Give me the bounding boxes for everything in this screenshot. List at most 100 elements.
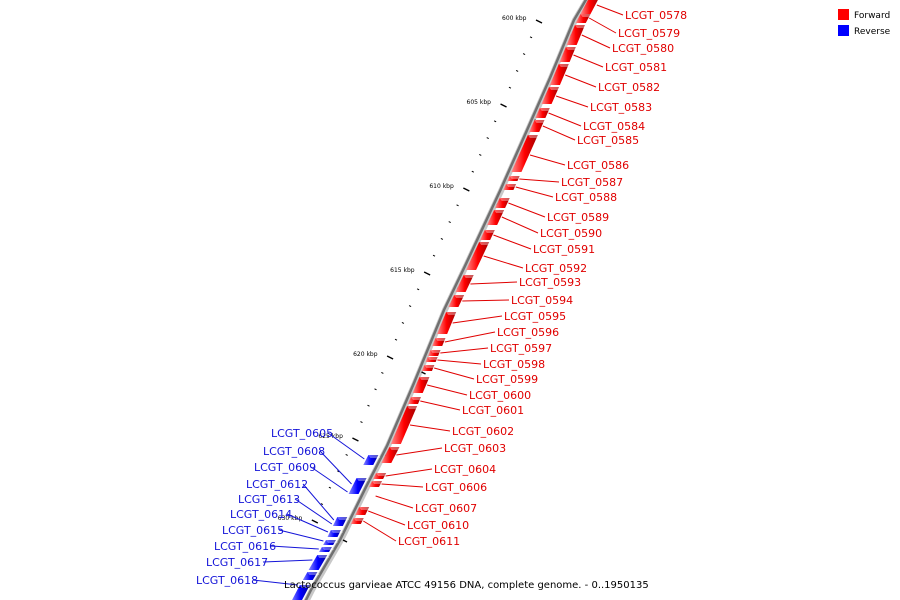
reverse-gene-block[interactable] bbox=[363, 455, 379, 465]
reverse-gene-label[interactable]: LCGT_0613 bbox=[238, 493, 300, 506]
forward-gene-block[interactable] bbox=[575, 14, 591, 23]
reverse-gene-label[interactable]: LCGT_0609 bbox=[254, 461, 316, 474]
forward-gene-block[interactable] bbox=[529, 120, 545, 132]
forward-gene-block[interactable] bbox=[428, 350, 441, 356]
forward-gene-block[interactable] bbox=[466, 242, 490, 270]
forward-strand: LCGT_0578 LCGT_0579 LCGT_0580 LCGT_0581 LCGT… bbox=[350, 0, 687, 548]
forward-gene-block[interactable] bbox=[369, 481, 383, 487]
forward-gene-block[interactable] bbox=[355, 507, 370, 515]
forward-gene-label[interactable]: LCGT_0598 bbox=[483, 358, 545, 371]
forward-gene-label[interactable]: LCGT_0610 bbox=[407, 519, 469, 532]
forward-gene-block[interactable] bbox=[390, 406, 418, 444]
forward-gene-label[interactable]: LCGT_0578 bbox=[625, 9, 687, 22]
forward-gene-label[interactable]: LCGT_0594 bbox=[511, 294, 573, 307]
reverse-gene-label[interactable]: LCGT_0608 bbox=[263, 445, 325, 458]
forward-gene-block[interactable] bbox=[511, 135, 538, 172]
forward-gene-label[interactable]: LCGT_0607 bbox=[415, 502, 477, 515]
legend-reverse-swatch bbox=[838, 25, 849, 36]
forward-gene-block[interactable] bbox=[432, 338, 446, 346]
forward-gene-block[interactable] bbox=[455, 275, 474, 292]
forward-gene-label[interactable]: LCGT_0597 bbox=[490, 342, 552, 355]
reverse-gene-block[interactable] bbox=[291, 585, 310, 600]
reverse-gene-block[interactable] bbox=[323, 540, 336, 545]
reverse-gene-block-highlight bbox=[356, 478, 369, 481]
forward-gene-label[interactable]: LCGT_0604 bbox=[434, 463, 496, 476]
forward-gene-label[interactable]: LCGT_0584 bbox=[583, 120, 645, 133]
forward-gene-label[interactable]: LCGT_0599 bbox=[476, 373, 538, 386]
minor-tick bbox=[408, 305, 412, 308]
forward-gene-block[interactable] bbox=[541, 87, 560, 104]
forward-gene-label[interactable]: LCGT_0595 bbox=[504, 310, 566, 323]
forward-gene-label[interactable]: LCGT_0603 bbox=[444, 442, 506, 455]
reverse-gene-label[interactable]: LCGT_0612 bbox=[246, 478, 308, 491]
forward-gene-block[interactable] bbox=[421, 365, 435, 371]
reverse-gene-label[interactable]: LCGT_0618 bbox=[196, 574, 258, 587]
forward-gene-block[interactable] bbox=[535, 108, 550, 118]
forward-gene-block[interactable] bbox=[480, 230, 495, 240]
forward-gene-block[interactable] bbox=[487, 210, 505, 225]
forward-gene-block[interactable] bbox=[580, 0, 600, 14]
forward-gene-block[interactable] bbox=[495, 198, 510, 208]
forward-gene-block[interactable] bbox=[408, 397, 421, 404]
forward-leader-line bbox=[440, 347, 489, 354]
forward-gene-block[interactable] bbox=[350, 518, 364, 524]
forward-gene-label[interactable]: LCGT_0590 bbox=[540, 227, 602, 240]
reverse-gene-label[interactable]: LCGT_0614 bbox=[230, 508, 292, 521]
forward-gene-block-highlight bbox=[411, 397, 423, 400]
forward-gene-label[interactable]: LCGT_0582 bbox=[598, 81, 660, 94]
forward-gene-label[interactable]: LCGT_0581 bbox=[605, 61, 667, 74]
reverse-leader-line bbox=[278, 529, 324, 542]
forward-gene-label[interactable]: LCGT_0579 bbox=[618, 27, 680, 40]
tick-label: 605 kbp bbox=[467, 99, 492, 106]
forward-gene-label[interactable]: LCGT_0586 bbox=[567, 159, 629, 172]
reverse-gene-label[interactable]: LCGT_0616 bbox=[214, 540, 276, 553]
forward-gene-label[interactable]: LCGT_0583 bbox=[590, 101, 652, 114]
reverse-gene-block[interactable] bbox=[348, 478, 367, 494]
forward-gene-label[interactable]: LCGT_0585 bbox=[577, 134, 639, 147]
forward-gene-block[interactable] bbox=[503, 184, 517, 190]
forward-gene-block[interactable] bbox=[448, 295, 465, 307]
reverse-gene-block[interactable] bbox=[308, 555, 328, 570]
forward-gene-block[interactable] bbox=[425, 357, 438, 362]
inner-tick bbox=[342, 539, 348, 543]
forward-gene-block[interactable] bbox=[507, 176, 520, 181]
forward-gene-block-highlight bbox=[509, 176, 522, 179]
forward-gene-label[interactable]: LCGT_0601 bbox=[462, 404, 524, 417]
forward-gene-block[interactable] bbox=[559, 47, 576, 62]
legend-forward-label: Forward bbox=[854, 11, 890, 21]
reverse-gene-label[interactable]: LCGT_0617 bbox=[206, 556, 268, 569]
forward-gene-block-highlight bbox=[527, 135, 540, 138]
forward-gene-label[interactable]: LCGT_0606 bbox=[425, 481, 487, 494]
forward-gene-block[interactable] bbox=[566, 25, 585, 45]
forward-gene-label[interactable]: LCGT_0580 bbox=[612, 42, 674, 55]
reverse-gene-block[interactable] bbox=[332, 517, 348, 526]
forward-gene-block[interactable] bbox=[412, 377, 430, 393]
forward-gene-block-highlight bbox=[419, 377, 432, 380]
reverse-gene-block-highlight bbox=[337, 517, 350, 520]
forward-gene-label[interactable]: LCGT_0589 bbox=[547, 211, 609, 224]
forward-gene-block[interactable] bbox=[437, 312, 457, 334]
forward-gene-block[interactable] bbox=[373, 473, 387, 479]
forward-gene-label[interactable]: LCGT_0611 bbox=[398, 535, 460, 548]
reverse-gene-block[interactable] bbox=[319, 547, 332, 552]
forward-gene-label[interactable]: LCGT_0587 bbox=[561, 176, 623, 189]
minor-tick bbox=[360, 421, 363, 424]
forward-gene-label[interactable]: LCGT_0602 bbox=[452, 425, 514, 438]
forward-gene-label[interactable]: LCGT_0591 bbox=[533, 243, 595, 256]
forward-gene-label[interactable]: LCGT_0593 bbox=[519, 276, 581, 289]
forward-gene-label[interactable]: LCGT_0588 bbox=[555, 191, 617, 204]
forward-gene-block[interactable] bbox=[549, 64, 569, 85]
forward-leader-line bbox=[385, 468, 433, 477]
reverse-gene-label[interactable]: LCGT_0615 bbox=[222, 524, 284, 537]
reverse-gene-label[interactable]: LCGT_0605 bbox=[271, 427, 333, 440]
forward-leader-line bbox=[396, 447, 443, 456]
forward-gene-label[interactable]: LCGT_0592 bbox=[525, 262, 587, 275]
forward-gene-label[interactable]: LCGT_0600 bbox=[469, 389, 531, 402]
forward-gene-label[interactable]: LCGT_0596 bbox=[497, 326, 559, 339]
minor-tick bbox=[522, 53, 526, 56]
major-tick bbox=[311, 519, 319, 524]
reverse-gene-block[interactable] bbox=[302, 572, 318, 580]
forward-gene-block[interactable] bbox=[381, 447, 400, 463]
reverse-gene-block[interactable] bbox=[327, 530, 341, 537]
